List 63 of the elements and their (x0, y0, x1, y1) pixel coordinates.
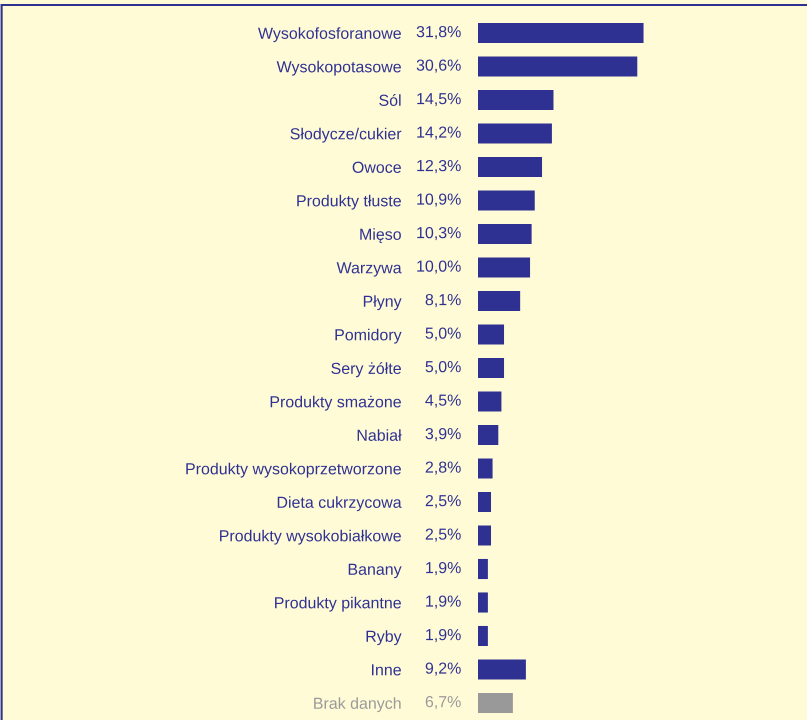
data-label: 3,9% (426, 428, 461, 442)
bar (478, 659, 526, 680)
y-tick-label: Produkty pikantne (275, 596, 401, 612)
y-tick-label: Sery żółte (331, 362, 401, 378)
data-label: 2,5% (426, 494, 461, 508)
data-label: 14,2% (417, 126, 461, 140)
data-label: 10,9% (417, 193, 461, 207)
bar (478, 156, 542, 178)
data-label: 30,6% (416, 59, 461, 73)
data-label: 10,0% (417, 260, 461, 274)
data-label: 1,9% (426, 595, 461, 609)
bar (478, 56, 638, 77)
data-label: 1,9% (426, 628, 461, 642)
y-tick-label: Banany (348, 564, 402, 578)
y-tick-label: Warzywa (336, 262, 402, 277)
data-label: 12,3% (417, 160, 461, 174)
bar (478, 123, 552, 144)
bar (478, 692, 513, 714)
y-tick-label: Produkty smażone (270, 396, 401, 411)
y-tick-label: Produkty wysokoprzetworzone (186, 462, 401, 478)
y-tick-label: Słodycze/cukier (290, 128, 402, 143)
y-tick-label: Wysokopotasowe (276, 60, 401, 76)
bar (478, 391, 502, 412)
data-label: 2,5% (426, 528, 461, 542)
data-label: 10,3% (417, 226, 461, 240)
bar (478, 358, 504, 378)
bar (478, 492, 492, 512)
y-tick-label: Nabiał (358, 429, 402, 441)
data-label: 6,7% (426, 696, 461, 710)
data-label: 2,8% (426, 461, 461, 475)
data-label: 9,2% (426, 662, 461, 676)
bar (478, 626, 488, 646)
y-tick-label: Brak danych (314, 697, 401, 712)
bar (478, 525, 492, 546)
bar (478, 558, 488, 580)
data-label: 31,8% (416, 26, 461, 40)
y-tick-label: Sól (379, 94, 401, 106)
y-tick-label: Inne (372, 664, 401, 676)
data-label: 1,9% (426, 562, 461, 576)
bar (478, 592, 488, 613)
bar (478, 22, 644, 44)
y-tick-label: Owoce (352, 162, 401, 173)
data-label: 5,0% (426, 327, 461, 341)
data-label: 8,1% (426, 294, 461, 308)
y-tick-label: Płyny (364, 295, 402, 310)
bar (478, 458, 493, 479)
y-tick-label: Ryby (366, 630, 402, 646)
bar (478, 190, 535, 211)
data-label: 14,5% (417, 93, 461, 106)
bar (478, 90, 554, 110)
y-tick-label: Mięso (360, 228, 401, 244)
bar (478, 290, 520, 312)
y-tick-label: Pomidory (335, 328, 402, 344)
bar (478, 224, 532, 244)
y-tick-label: Wysokofosforanowe (258, 27, 401, 42)
data-label: 5,0% (426, 360, 461, 374)
y-tick-label: Produkty wysokobiałkowe (220, 530, 401, 545)
data-label: 4,5% (425, 394, 461, 408)
y-tick-label: Produkty tłuste (297, 194, 401, 210)
bar (478, 424, 498, 446)
bar (478, 324, 504, 345)
bar (478, 257, 530, 278)
y-tick-label: Dieta cukrzycowa (278, 496, 402, 512)
